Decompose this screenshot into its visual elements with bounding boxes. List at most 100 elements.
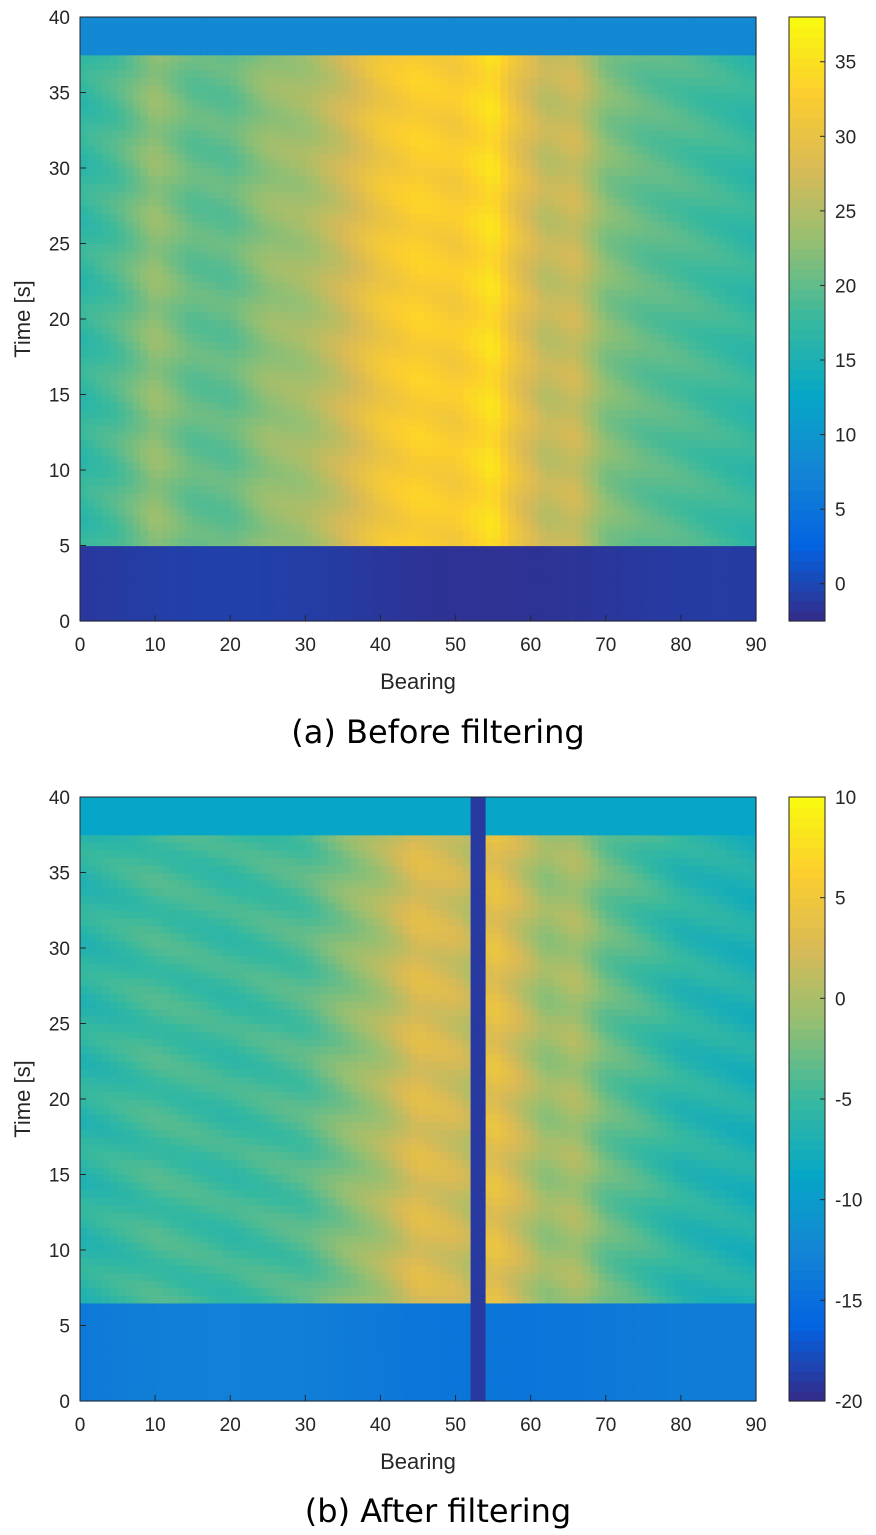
heatmap-cell xyxy=(718,568,727,577)
heatmap-cell xyxy=(252,432,261,441)
heatmap-cell xyxy=(433,507,442,516)
heatmap-cell xyxy=(215,575,224,584)
heatmap-cell xyxy=(530,334,539,343)
heatmap-cell xyxy=(688,507,697,516)
heatmap-cell xyxy=(740,485,750,494)
heatmap-cell xyxy=(177,613,186,622)
heatmap-cell xyxy=(290,326,299,335)
heatmap-cell xyxy=(560,243,569,252)
heatmap-cell xyxy=(110,553,119,562)
heatmap-cell xyxy=(230,220,239,229)
heatmap-cell xyxy=(327,311,336,320)
heatmap-cell xyxy=(80,326,89,335)
heatmap-cell xyxy=(335,507,344,516)
heatmap-cell xyxy=(733,386,742,396)
heatmap-cell xyxy=(688,522,697,531)
heatmap-cell xyxy=(372,454,382,464)
heatmap-cell xyxy=(575,258,584,267)
heatmap-cell xyxy=(275,356,284,365)
heatmap-cell xyxy=(688,470,697,479)
heatmap-cell xyxy=(102,281,111,290)
heatmap-cell xyxy=(575,311,584,320)
heatmap-cell xyxy=(282,560,291,569)
heatmap-cell xyxy=(162,605,171,615)
heatmap-cell xyxy=(748,371,757,380)
heatmap-cell xyxy=(237,507,246,516)
heatmap-cell xyxy=(342,303,351,313)
heatmap-cell xyxy=(515,560,524,569)
heatmap-cell xyxy=(485,575,494,584)
heatmap-cell xyxy=(117,560,126,569)
heatmap-cell xyxy=(237,605,246,615)
heatmap-cell xyxy=(448,575,457,584)
heatmap-cell xyxy=(305,477,314,486)
heatmap-cell xyxy=(155,281,164,290)
heatmap-cell xyxy=(485,409,494,418)
heatmap-cell xyxy=(162,447,171,456)
heatmap-cell xyxy=(312,371,321,380)
heatmap-cell xyxy=(455,205,464,214)
heatmap-cell xyxy=(305,402,314,411)
heatmap-cell xyxy=(725,235,735,245)
heatmap-cell xyxy=(117,568,126,577)
heatmap-cell xyxy=(463,522,472,531)
heatmap-cell xyxy=(245,364,254,373)
heatmap-cell xyxy=(583,379,592,388)
heatmap-cell xyxy=(387,598,397,607)
heatmap-cell xyxy=(320,235,329,245)
heatmap-cell xyxy=(237,364,246,373)
heatmap-cell xyxy=(425,432,434,441)
heatmap-cell xyxy=(560,349,569,358)
heatmap-cell xyxy=(605,553,614,562)
heatmap-cell xyxy=(87,485,96,494)
heatmap-cell xyxy=(493,205,502,214)
heatmap-cell xyxy=(215,258,224,267)
heatmap-cell xyxy=(583,394,592,403)
heatmap-cell xyxy=(222,266,231,275)
heatmap-cell xyxy=(132,537,141,547)
heatmap-cell xyxy=(583,213,592,222)
heatmap-cell xyxy=(560,583,569,592)
heatmap-cell xyxy=(327,288,336,297)
heatmap-cell xyxy=(500,439,509,448)
heatmap-cell xyxy=(440,492,449,501)
heatmap-cell xyxy=(80,553,89,562)
heatmap-cell xyxy=(185,605,194,615)
heatmap-cell xyxy=(605,522,614,531)
heatmap-cell xyxy=(710,477,720,486)
heatmap-cell xyxy=(132,530,141,539)
heatmap-cell xyxy=(102,605,111,615)
heatmap-cell xyxy=(568,311,577,320)
heatmap-cell xyxy=(598,613,607,622)
heatmap-cell xyxy=(372,590,382,599)
heatmap-cell xyxy=(463,281,472,290)
heatmap-cell xyxy=(290,454,299,464)
heatmap-cell xyxy=(215,326,224,335)
heatmap-cell xyxy=(387,417,397,426)
heatmap-cell xyxy=(508,394,517,403)
heatmap-cell xyxy=(155,575,164,584)
heatmap-cell xyxy=(575,243,584,252)
heatmap-cell xyxy=(155,341,164,350)
heatmap-cell xyxy=(327,205,336,214)
heatmap-cell xyxy=(530,319,539,328)
heatmap-cell xyxy=(200,417,209,426)
heatmap-cell xyxy=(170,326,179,335)
heatmap-cell xyxy=(200,303,209,313)
heatmap-cell xyxy=(230,462,239,471)
heatmap-cell xyxy=(748,553,757,562)
heatmap-cell xyxy=(493,371,502,380)
heatmap-cell xyxy=(117,613,126,622)
heatmap-cell xyxy=(718,243,727,252)
heatmap-cell xyxy=(703,379,712,388)
heatmap-cell xyxy=(500,590,509,599)
heatmap-cell xyxy=(470,590,479,599)
heatmap-cell xyxy=(305,454,314,464)
heatmap-cell xyxy=(658,228,667,237)
heatmap-cell xyxy=(297,545,306,554)
heatmap-cell xyxy=(523,439,532,448)
heatmap-cell xyxy=(155,394,164,403)
heatmap-cell xyxy=(402,198,412,207)
heatmap-cell xyxy=(110,273,119,282)
heatmap-cell xyxy=(643,394,652,403)
